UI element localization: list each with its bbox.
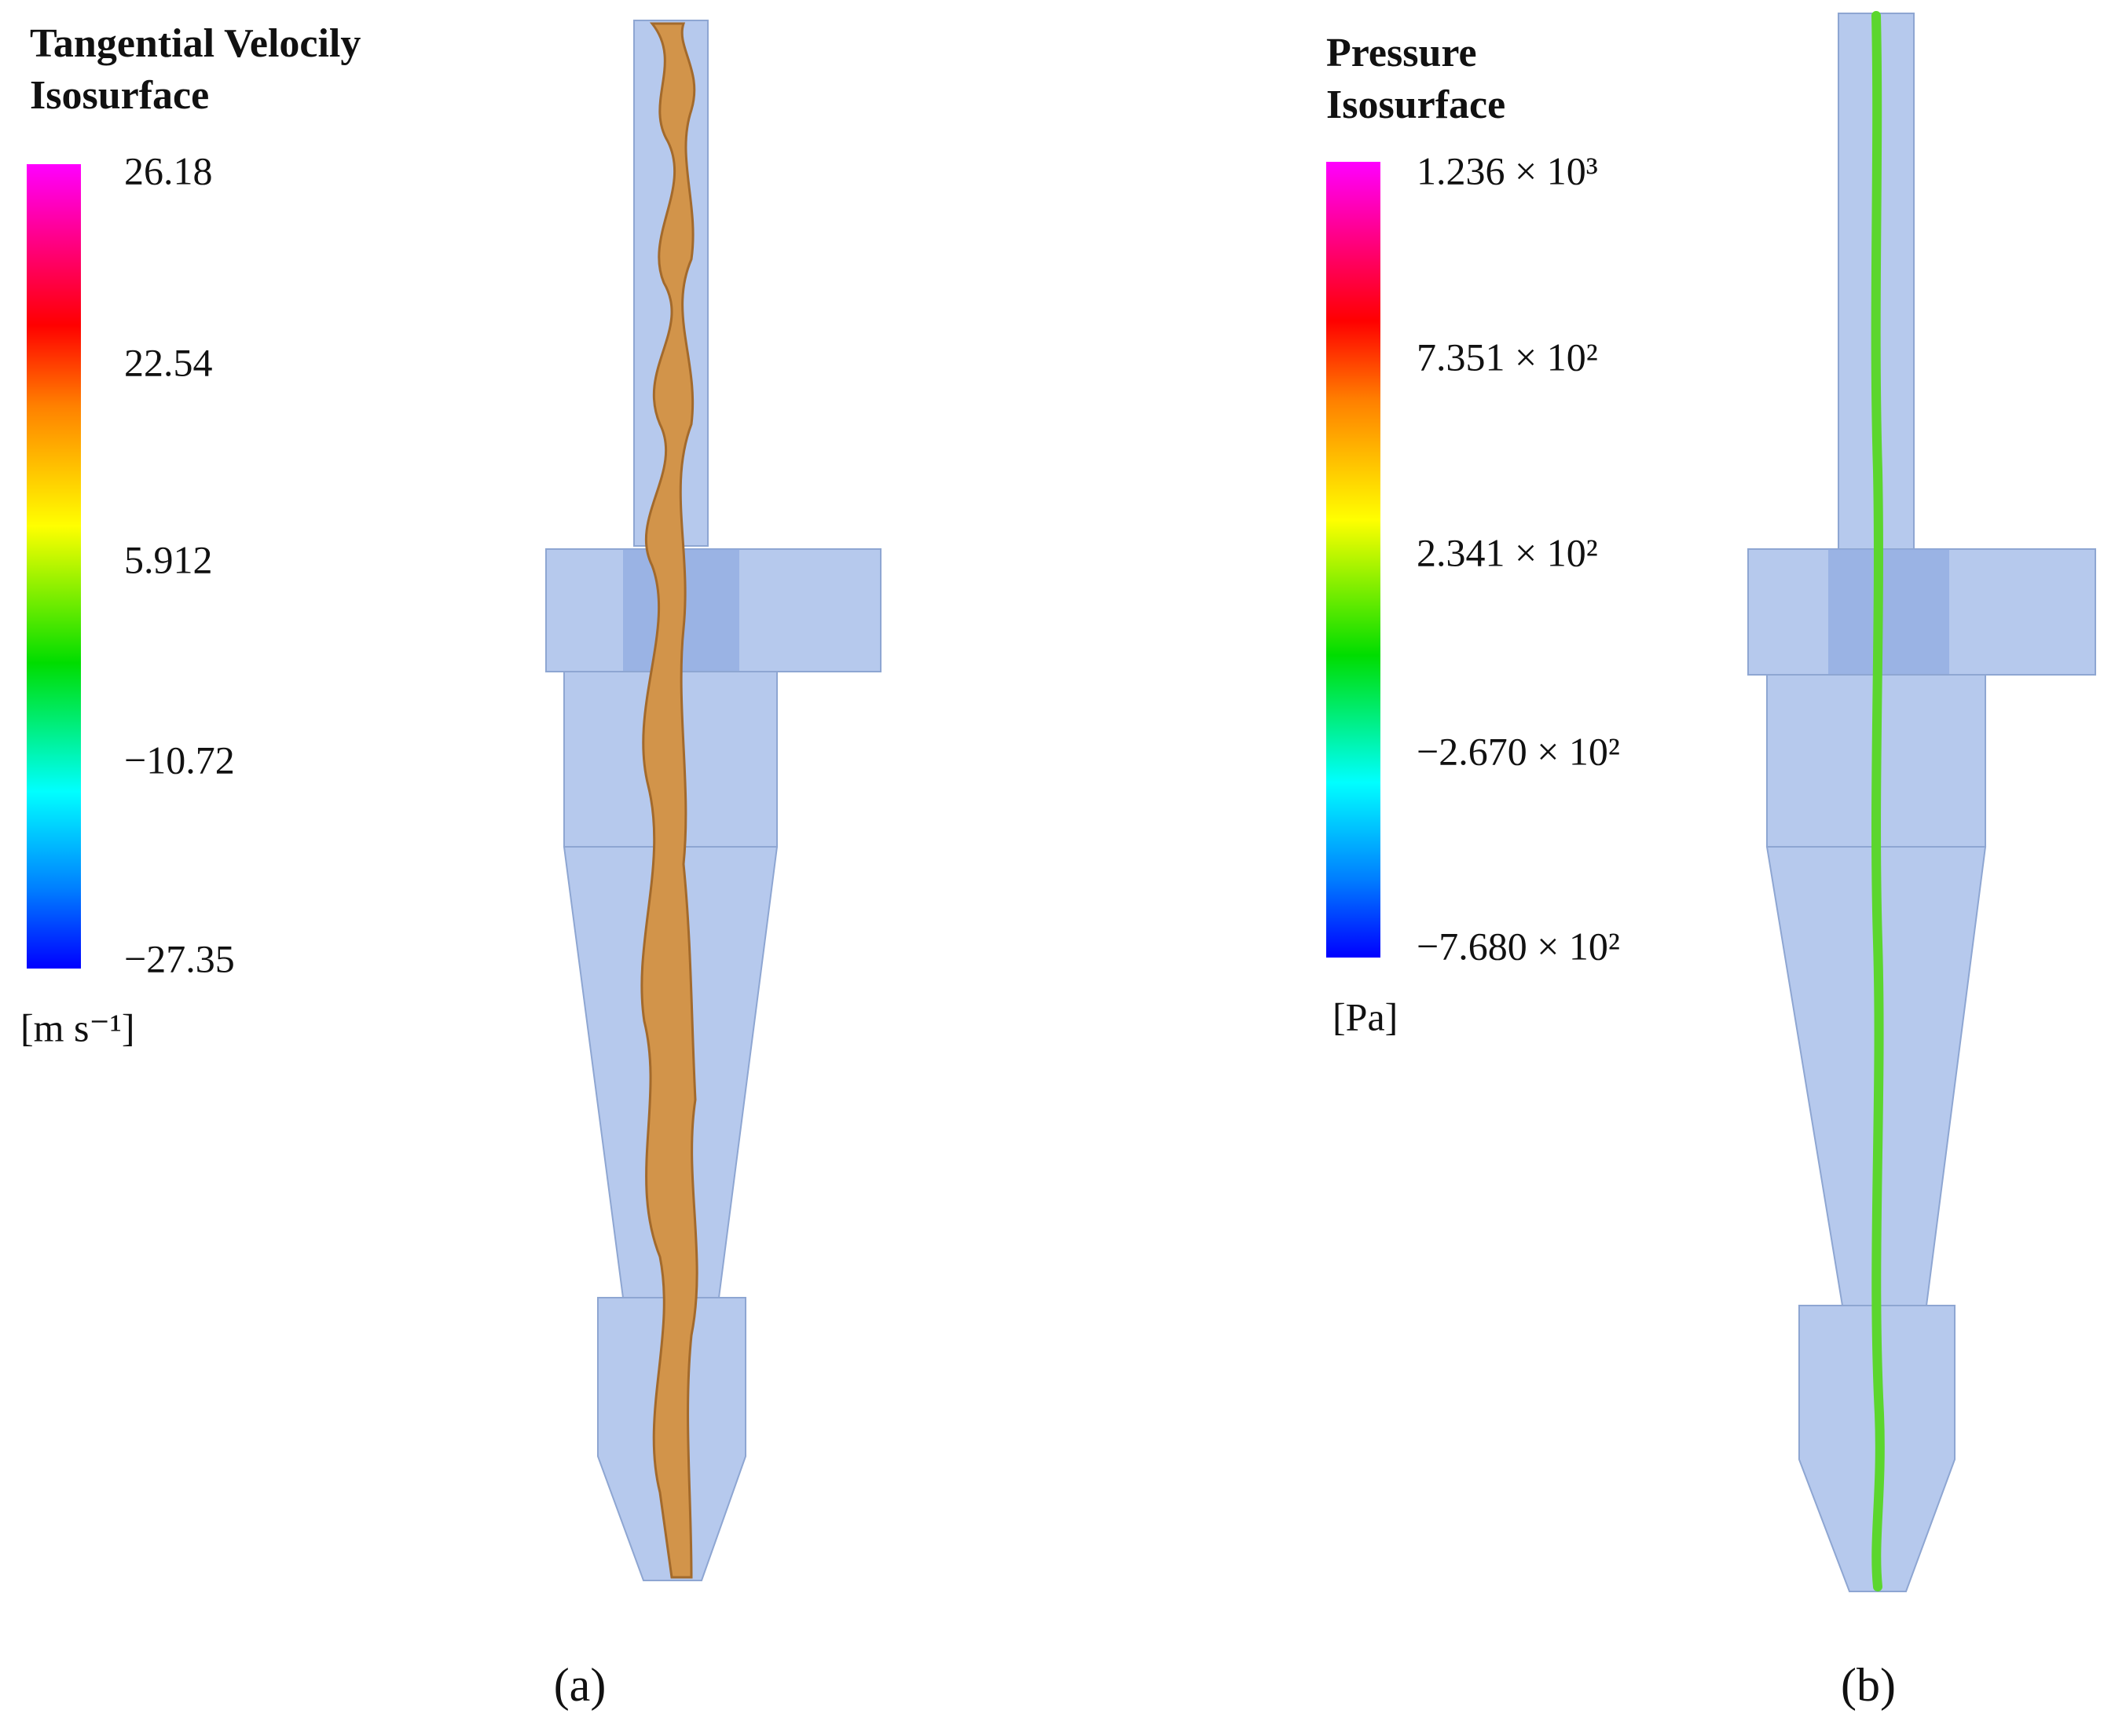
legend-tick: 26.18 xyxy=(124,148,213,192)
legend-b: Pressure Isosurface 1.236 × 10³ 7.351 × … xyxy=(1326,31,1620,1038)
legend-title: Tangential Velocily xyxy=(30,21,361,66)
legend-a: Tangential Velocily Isosurface 26.18 22.… xyxy=(20,21,361,1050)
cyclone-b xyxy=(1747,11,2096,1592)
legend-title: Isosurface xyxy=(1326,82,1505,127)
legend-tick: 2.341 × 10² xyxy=(1417,530,1598,574)
isosurface xyxy=(1871,11,1885,1591)
legend-tick: −10.72 xyxy=(124,738,235,782)
legend-tick: −2.670 × 10² xyxy=(1417,729,1620,773)
legend-tick: 1.236 × 10³ xyxy=(1417,148,1598,192)
legend-tick: 22.54 xyxy=(124,340,213,384)
colorbar xyxy=(1326,162,1380,958)
legend-tick: 7.351 × 10² xyxy=(1417,335,1598,379)
legend-unit: [m s⁻¹] xyxy=(20,1005,135,1049)
legend-tick: 5.912 xyxy=(124,537,213,581)
legend-title: Isosurface xyxy=(30,73,209,118)
legend-tick: −27.35 xyxy=(124,936,235,980)
legend-tick: −7.680 × 10² xyxy=(1417,924,1620,968)
cyclone-a xyxy=(545,20,882,1581)
legend-unit: [Pa] xyxy=(1332,994,1398,1038)
colorbar xyxy=(27,164,81,969)
caption: (a) xyxy=(554,1659,607,1711)
caption: (b) xyxy=(1841,1659,1896,1711)
isosurface xyxy=(640,22,698,1579)
legend-title: Pressure xyxy=(1326,31,1477,75)
inlet-overlap xyxy=(1828,549,1949,675)
